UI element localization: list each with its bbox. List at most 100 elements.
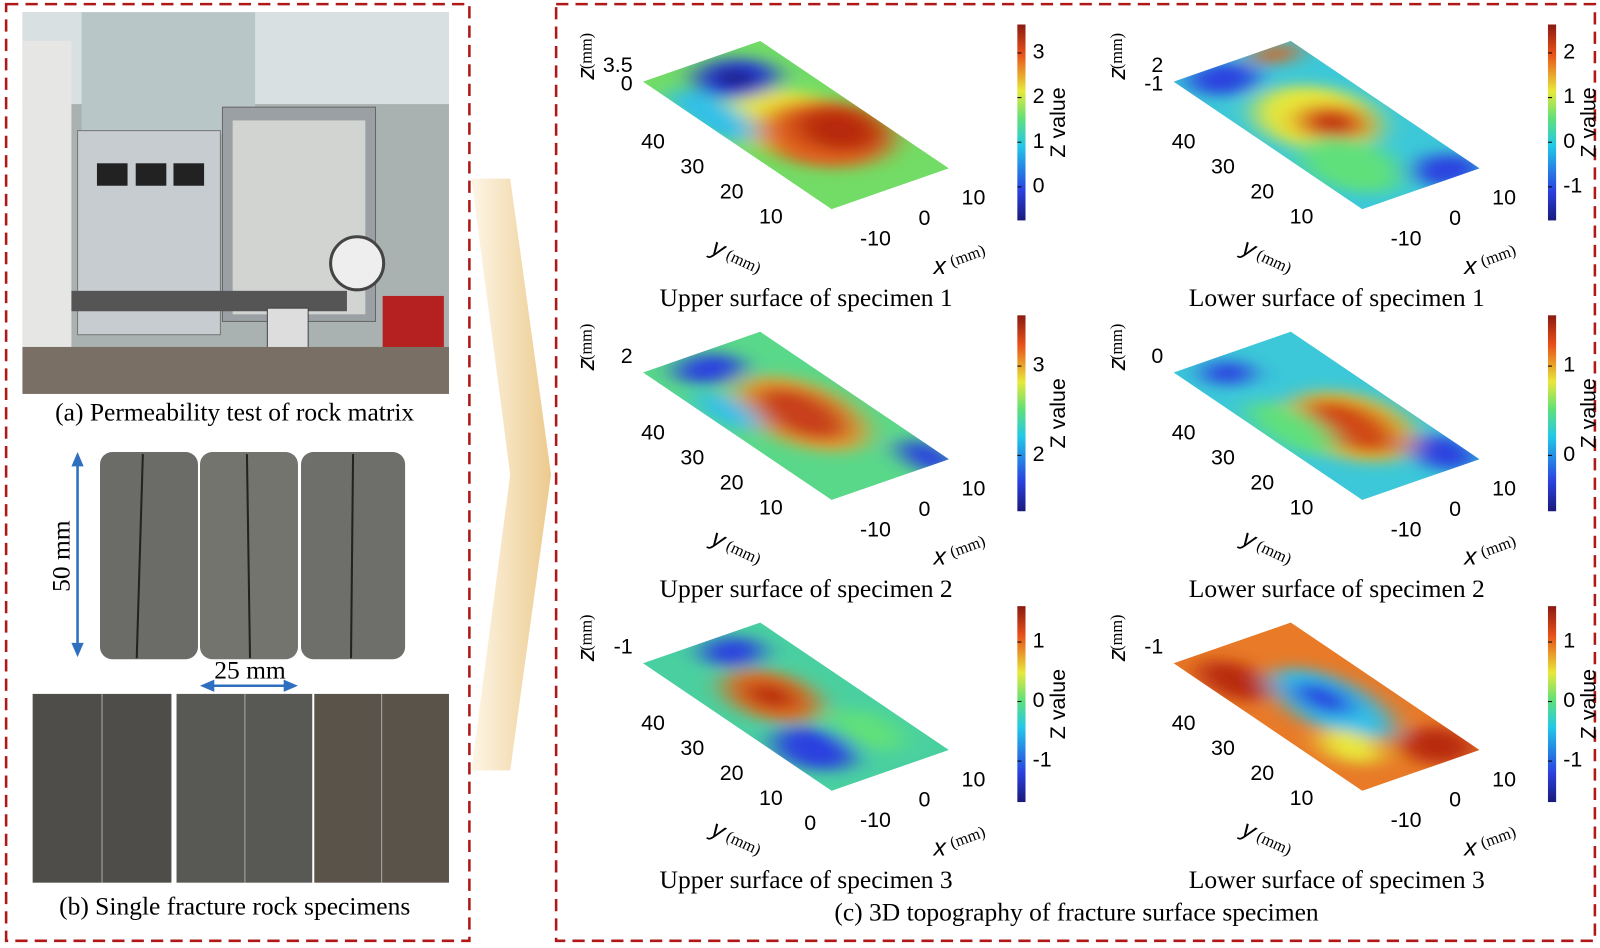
colorbar-tick-label: 1 — [1563, 84, 1575, 108]
surface-texture — [1202, 360, 1477, 471]
plot-title: Lower surface of specimen 3 — [1189, 865, 1485, 894]
surface-texture — [674, 353, 949, 474]
surface — [1173, 331, 1480, 501]
z-tick-label: 2 — [1151, 53, 1163, 77]
colorbar — [1547, 315, 1557, 512]
colorbar-tick-label: 1 — [1033, 129, 1045, 153]
y-tick-label: 40 — [1172, 130, 1196, 154]
x-axis-label: x — [1463, 253, 1477, 280]
axis-unit: (mm) — [1254, 827, 1295, 860]
x-tick-label: 10 — [1492, 186, 1516, 210]
x-axis-label: x — [933, 253, 947, 280]
x-axis-label: x — [1463, 834, 1477, 861]
y-tick-label: 10 — [759, 495, 783, 519]
axis-unit: (mm) — [577, 615, 596, 651]
z-tick-label: 2 — [621, 344, 633, 368]
surface-texture — [1187, 43, 1480, 194]
cylinder — [100, 452, 198, 660]
width-label: 25 mm — [214, 656, 286, 685]
z-axis-label: z — [1104, 358, 1131, 371]
y-tick-label: 40 — [641, 711, 665, 735]
colorbar-tick-label: 0 — [1563, 129, 1575, 153]
surface — [642, 40, 949, 210]
height-label: 50 mm — [46, 520, 75, 592]
colorbar-label: Z value — [1046, 87, 1070, 157]
z-tick-label: 3.5 — [603, 53, 633, 77]
desk — [22, 346, 449, 394]
y-tick-label: 10 — [759, 205, 783, 229]
y-tick-label: 40 — [641, 420, 665, 444]
axis-unit: (mm) — [1107, 615, 1126, 651]
colorbar-tick-label: 2 — [1033, 442, 1045, 466]
surface-patch — [1303, 399, 1400, 455]
caption: (a) Permeability test of rock matrix — [55, 397, 414, 426]
plot-title: Upper surface of specimen 1 — [660, 283, 953, 312]
colorbar-tick-label: 3 — [1033, 353, 1045, 377]
colorbar-tick-label: 2 — [1033, 84, 1045, 108]
surface-texture — [1197, 659, 1475, 765]
colorbar-tick-label: -1 — [1563, 174, 1582, 198]
y-tick-label: 30 — [1211, 736, 1235, 760]
fracture — [245, 454, 252, 659]
display — [135, 163, 167, 186]
z-axis-label: z — [1104, 649, 1131, 662]
lab-photo — [22, 12, 449, 394]
y-tick-label: 20 — [720, 180, 744, 204]
surface-patch — [1298, 136, 1402, 194]
axis-unit: (mm) — [1478, 531, 1519, 561]
y-tick-label: 40 — [1172, 711, 1196, 735]
colorbar-label: Z value — [1046, 378, 1070, 448]
colorbar — [1017, 24, 1026, 221]
colorbar — [1547, 24, 1557, 221]
colorbar-tick-label: 2 — [1563, 40, 1575, 64]
arrowhead — [71, 452, 84, 467]
x-tick-label: 0 — [1449, 497, 1461, 521]
pipe — [71, 290, 347, 312]
axis-unit: (mm) — [577, 33, 596, 69]
display — [173, 163, 205, 186]
gauge — [329, 235, 386, 292]
plot-title: Upper surface of specimen 2 — [660, 574, 953, 603]
colorbar-tick-label: -1 — [1033, 748, 1052, 772]
panel-frame — [554, 2, 1597, 943]
z-tick-label: -1 — [1144, 635, 1163, 659]
axis-unit: (mm) — [1254, 536, 1295, 569]
axis-unit: (mm) — [1478, 240, 1519, 270]
colorbar-tick-label: 1 — [1563, 353, 1575, 377]
surface — [1173, 40, 1480, 210]
surface-patch — [1187, 62, 1258, 96]
surface — [1173, 622, 1480, 791]
y-tick-label: 40 — [1172, 420, 1196, 444]
axis-unit: (mm) — [723, 827, 764, 860]
x-tick-label: 10 — [962, 476, 986, 500]
caption: (c) 3D topography of fracture surface sp… — [834, 897, 1319, 926]
cylinder-photo — [100, 452, 406, 660]
x-tick-label: 10 — [1492, 476, 1516, 500]
x-tick-label: -10 — [860, 226, 891, 250]
caption: (b) Single fracture rock specimens — [59, 891, 410, 920]
y-tick-label: 20 — [1250, 470, 1274, 494]
surface-texture — [666, 58, 895, 168]
surface-patch — [666, 89, 756, 143]
x-tick-label: -10 — [1391, 226, 1422, 250]
x-tick-label: -10 — [1391, 808, 1422, 832]
y-tick-label: 20 — [720, 761, 744, 785]
y-tick-label: 10 — [759, 786, 783, 810]
colorbar-tick-label: 0 — [1033, 688, 1045, 712]
arrowhead — [200, 679, 215, 692]
z-tick-label: 0 — [1151, 344, 1163, 368]
y-tick-label: 10 — [1290, 786, 1314, 810]
surface-patch — [1318, 729, 1382, 765]
colorbar-tick-label: 0 — [1563, 688, 1575, 712]
y-tick-label: 30 — [680, 736, 704, 760]
x-axis-label: x — [933, 834, 947, 861]
colorbar — [1017, 606, 1026, 803]
surface-patch — [753, 386, 850, 442]
x-axis-label: x — [933, 544, 947, 571]
